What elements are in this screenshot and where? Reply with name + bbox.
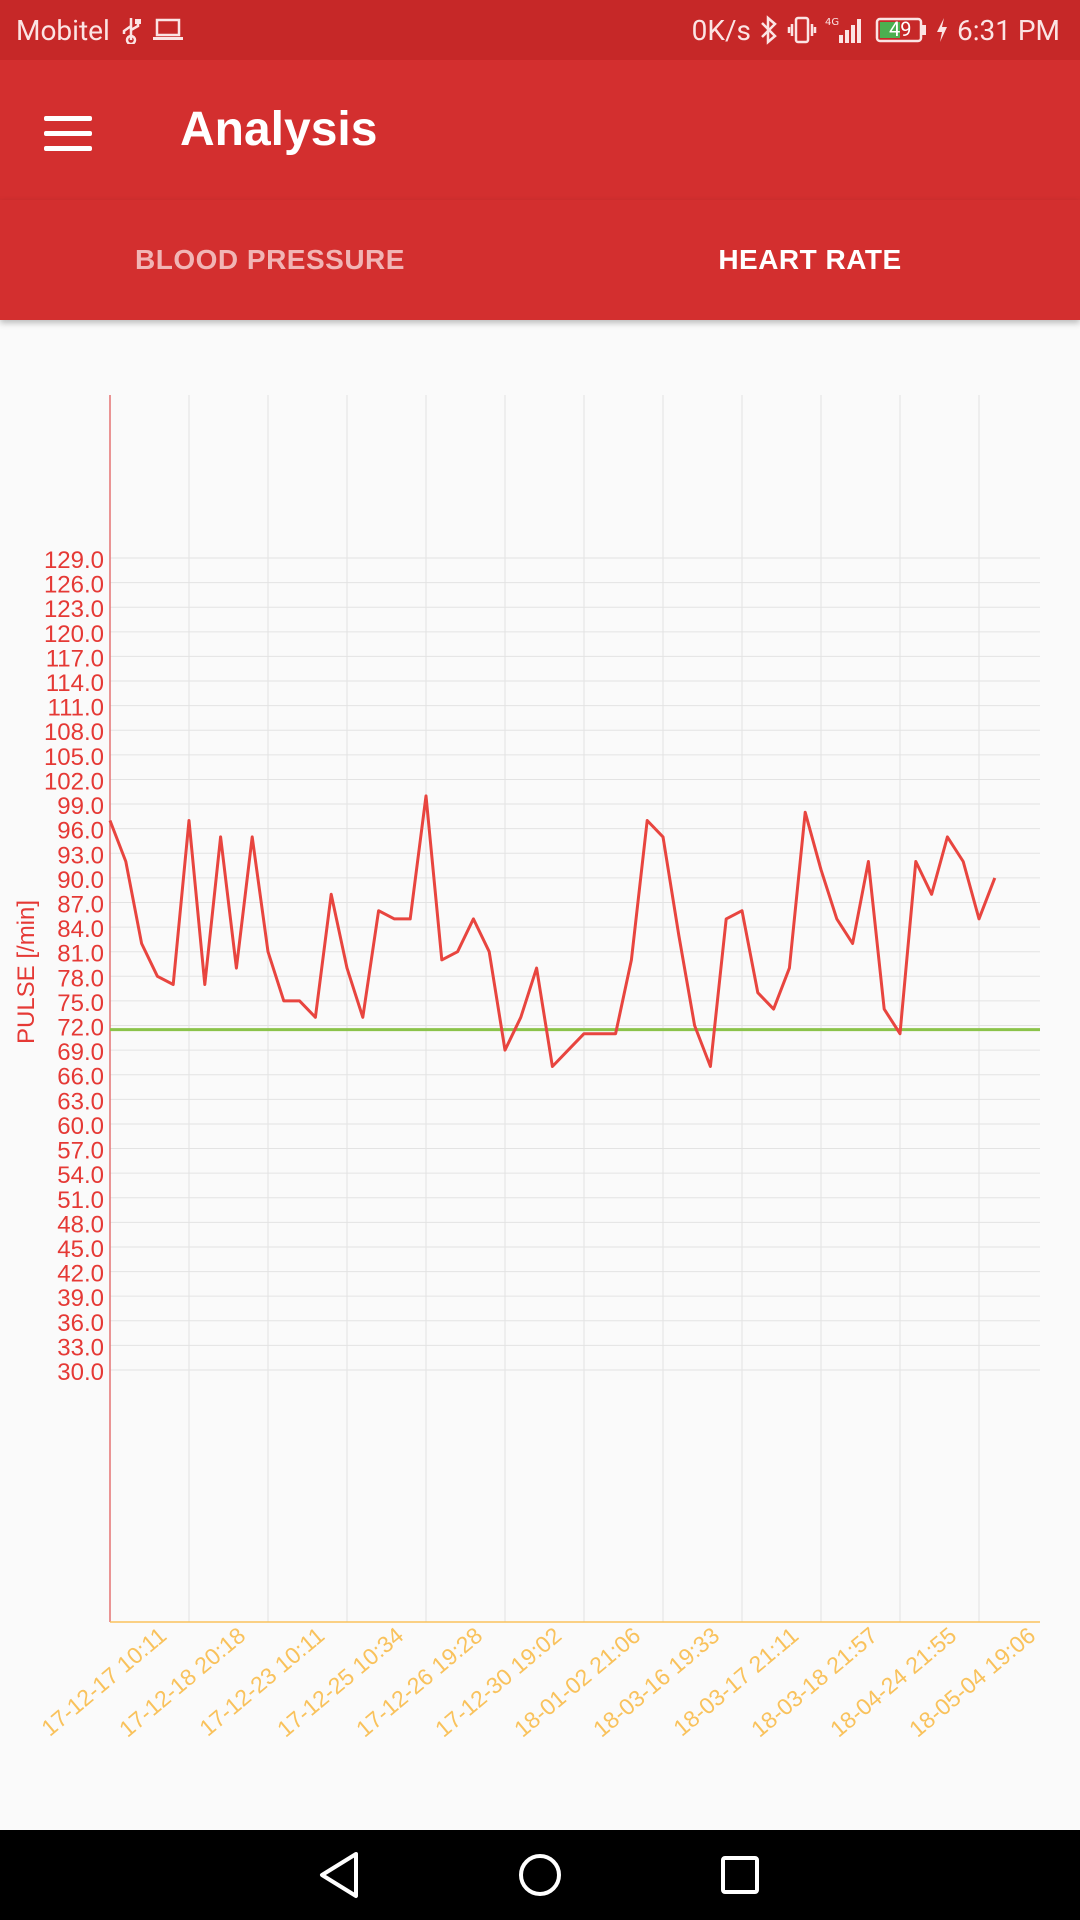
recents-icon[interactable] (709, 1844, 771, 1906)
app-bar: Analysis (0, 60, 1080, 200)
y-tick-label: 45.0 (57, 1236, 104, 1263)
heart-rate-chart[interactable]: 129.0 126.0 123.0 120.0 117.0 114.0 111.0 108.0… (0, 320, 1080, 1830)
battery-icon: 49 (875, 16, 927, 44)
status-bar: Mobitel 0K/s 4G 49 6:31 PM (0, 0, 1080, 60)
y-tick-label: 48.0 (57, 1211, 104, 1238)
y-tick-label: 66.0 (57, 1064, 104, 1091)
chart-svg: 129.0126.0123.0120.0117.0114.0111.0108.0… (13, 395, 1040, 1742)
network-speed: 0K/s (691, 13, 751, 47)
y-tick-label: 129.0 (44, 547, 104, 574)
y-tick-label: 42.0 (57, 1261, 104, 1288)
tab-bar: BLOOD PRESSURE HEART RATE (0, 200, 1080, 320)
battery-level: 49 (888, 17, 912, 41)
vibrate-icon (787, 15, 817, 45)
y-tick-label: 33.0 (57, 1334, 104, 1361)
signal-4g-icon: 4G (825, 15, 867, 45)
y-tick-label: 114.0 (46, 670, 104, 697)
home-icon[interactable] (509, 1844, 571, 1906)
y-tick-label: 81.0 (57, 941, 104, 968)
series-line (108, 794, 997, 1068)
y-tick-label: 30.0 (57, 1359, 104, 1386)
y-tick-label: 51.0 (57, 1187, 104, 1214)
bluetooth-icon (759, 15, 779, 45)
laptop-icon (152, 17, 184, 43)
y-tick-label: 87.0 (57, 891, 104, 918)
y-tick-label: 123.0 (44, 596, 104, 623)
y-tick-label: 69.0 (57, 1039, 104, 1066)
y-tick-label: 57.0 (57, 1138, 104, 1165)
svg-text:4G: 4G (825, 17, 839, 28)
y-tick-label: 99.0 (57, 793, 104, 820)
y-tick-label: 75.0 (57, 990, 104, 1017)
y-tick-label: 126.0 (44, 572, 104, 599)
y-tick-label: 36.0 (57, 1310, 104, 1337)
y-tick-label: 63.0 (57, 1088, 104, 1115)
clock: 6:31 PM (956, 13, 1060, 47)
y-tick-label: 54.0 (57, 1162, 104, 1189)
y-tick-label: 72.0 (57, 1015, 104, 1042)
y-tick-label: 60.0 (57, 1113, 104, 1140)
hamburger-menu-icon[interactable] (44, 116, 96, 152)
back-icon[interactable] (308, 1844, 370, 1906)
page-title: Analysis (180, 103, 378, 156)
y-tick-label: 105.0 (44, 744, 104, 771)
tab-heart-rate[interactable]: HEART RATE (718, 244, 902, 275)
y-tick-label: 111.0 (48, 695, 105, 722)
tab-blood-pressure[interactable]: BLOOD PRESSURE (135, 244, 405, 275)
y-tick-label: 78.0 (57, 965, 104, 992)
y-tick-label: 120.0 (44, 621, 104, 648)
y-tick-label: 90.0 (57, 867, 104, 894)
y-axis-title: PULSE [/min] (13, 900, 40, 1044)
y-tick-label: 117.0 (46, 645, 104, 672)
y-tick-label: 102.0 (44, 768, 104, 795)
charging-icon (935, 16, 949, 44)
y-tick-label: 84.0 (57, 916, 104, 943)
navigation-bar (0, 1830, 1080, 1920)
y-tick-label: 96.0 (57, 818, 104, 845)
y-tick-label: 93.0 (57, 842, 104, 869)
carrier-name: Mobitel (16, 13, 110, 47)
y-tick-label: 108.0 (44, 719, 104, 746)
y-tick-label: 39.0 (57, 1285, 104, 1312)
usb-icon (120, 16, 142, 44)
